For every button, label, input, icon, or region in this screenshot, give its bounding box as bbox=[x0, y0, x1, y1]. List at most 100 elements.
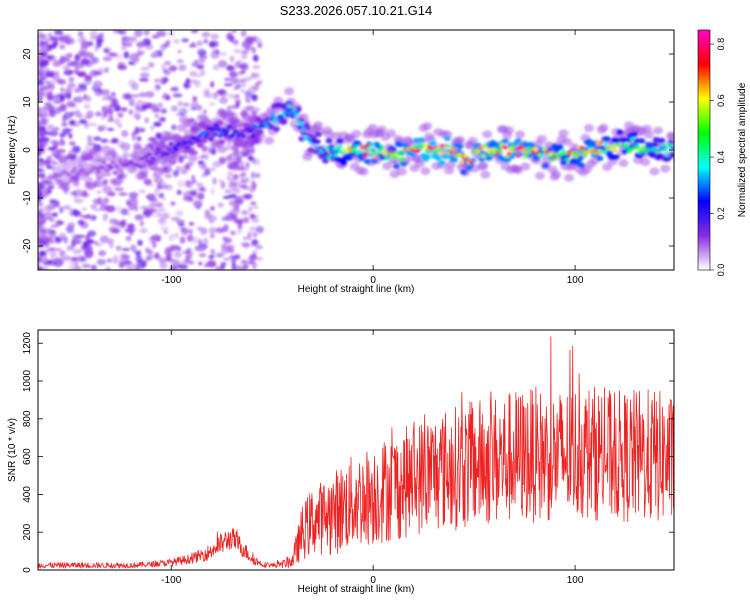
ridge-blob bbox=[143, 146, 151, 152]
streak-blob bbox=[234, 198, 241, 204]
ridge-blob bbox=[597, 149, 603, 153]
noise-blob bbox=[128, 109, 133, 115]
ridge-blob bbox=[541, 162, 549, 169]
colorbar-tick-label: 0.0 bbox=[716, 264, 726, 277]
colorbar-tick-label: 0.8 bbox=[716, 38, 726, 51]
noise-blob bbox=[178, 264, 189, 270]
streak-blob bbox=[239, 78, 247, 84]
ridge-blob bbox=[628, 147, 634, 152]
y-tick-label: 0 bbox=[22, 147, 33, 153]
streak-blob bbox=[252, 205, 259, 209]
noise-blob bbox=[45, 211, 53, 217]
noise-blob bbox=[54, 106, 62, 115]
noise-blob bbox=[97, 125, 104, 132]
streak-blob bbox=[234, 94, 241, 98]
noise-blob bbox=[79, 44, 89, 49]
ridge-blob bbox=[613, 148, 619, 153]
ridge-blob bbox=[227, 153, 238, 162]
ridge-blob bbox=[125, 162, 130, 167]
noise-blob bbox=[182, 153, 188, 160]
noise-blob bbox=[64, 58, 71, 62]
noise-blob bbox=[103, 197, 110, 204]
ridge-blob bbox=[510, 144, 516, 149]
noise-blob bbox=[63, 66, 71, 71]
noise-blob bbox=[65, 54, 72, 59]
ridge-blob bbox=[514, 138, 522, 144]
noise-blob bbox=[150, 125, 155, 130]
noise-blob bbox=[159, 262, 168, 270]
ridge-blob bbox=[95, 169, 101, 174]
ridge-blob bbox=[457, 152, 463, 157]
noise-blob bbox=[250, 171, 256, 180]
y-tick-label: 800 bbox=[22, 410, 33, 427]
figure-title: S233.2026.057.10.21.G14 bbox=[280, 3, 433, 18]
noise-blob bbox=[154, 78, 160, 83]
noise-blob bbox=[240, 242, 251, 247]
noise-blob bbox=[225, 142, 233, 149]
noise-blob bbox=[223, 83, 233, 87]
ridge-blob bbox=[354, 144, 359, 149]
streak-blob bbox=[229, 200, 236, 207]
noise-blob bbox=[188, 260, 195, 265]
streak-blob bbox=[237, 225, 243, 231]
ridge-blob bbox=[620, 137, 628, 143]
noise-blob bbox=[50, 159, 55, 164]
ridge-blob bbox=[240, 147, 251, 156]
noise-blob bbox=[172, 170, 179, 178]
ridge-blob bbox=[602, 141, 608, 146]
noise-blob bbox=[196, 182, 204, 187]
ridge-blob bbox=[601, 150, 606, 155]
ridge-blob bbox=[117, 159, 123, 163]
ridge-blob bbox=[642, 124, 653, 133]
noise-blob bbox=[139, 205, 149, 210]
noise-blob bbox=[106, 118, 115, 123]
ridge-blob bbox=[551, 170, 562, 179]
noise-blob bbox=[134, 30, 143, 37]
noise-blob bbox=[195, 73, 205, 77]
ridge-blob bbox=[659, 147, 665, 152]
noise-blob bbox=[112, 30, 123, 34]
ridge-blob bbox=[273, 96, 284, 105]
streak-blob bbox=[254, 82, 260, 87]
noise-blob bbox=[197, 58, 206, 64]
ridge-blob bbox=[415, 159, 426, 168]
ridge-blob bbox=[367, 123, 378, 132]
ridge-blob bbox=[256, 128, 264, 135]
noise-blob bbox=[54, 257, 63, 263]
ridge-blob bbox=[215, 128, 221, 132]
noise-blob bbox=[46, 94, 55, 101]
noise-blob bbox=[93, 80, 103, 88]
streak-blob bbox=[241, 106, 250, 113]
streak-blob bbox=[231, 30, 238, 34]
ridge-blob bbox=[137, 164, 143, 169]
ridge-blob bbox=[264, 136, 275, 145]
noise-blob bbox=[113, 53, 124, 60]
noise-blob bbox=[64, 87, 73, 95]
noise-blob bbox=[87, 230, 97, 237]
ridge-blob bbox=[306, 137, 312, 142]
streak-blob bbox=[245, 45, 253, 50]
noise-blob bbox=[218, 89, 228, 98]
noise-blob bbox=[197, 246, 206, 252]
noise-blob bbox=[48, 233, 54, 238]
noise-blob bbox=[38, 86, 48, 93]
ridge-blob bbox=[331, 131, 342, 140]
noise-blob bbox=[44, 102, 52, 106]
noise-blob bbox=[138, 189, 146, 194]
ridge-blob bbox=[91, 147, 102, 156]
noise-blob bbox=[60, 39, 66, 44]
noise-blob bbox=[94, 111, 103, 117]
noise-blob bbox=[126, 212, 131, 217]
noise-blob bbox=[130, 94, 141, 98]
streak-blob bbox=[229, 209, 234, 216]
colorbar-tick-label: 0.6 bbox=[716, 94, 726, 107]
noise-blob bbox=[120, 107, 128, 112]
noise-blob bbox=[215, 227, 226, 234]
ridge-blob bbox=[261, 124, 267, 129]
streak-blob bbox=[234, 62, 240, 69]
ridge-blob bbox=[526, 146, 532, 151]
ridge-blob bbox=[351, 129, 362, 138]
ridge-blob bbox=[616, 129, 624, 136]
noise-blob bbox=[40, 37, 50, 44]
